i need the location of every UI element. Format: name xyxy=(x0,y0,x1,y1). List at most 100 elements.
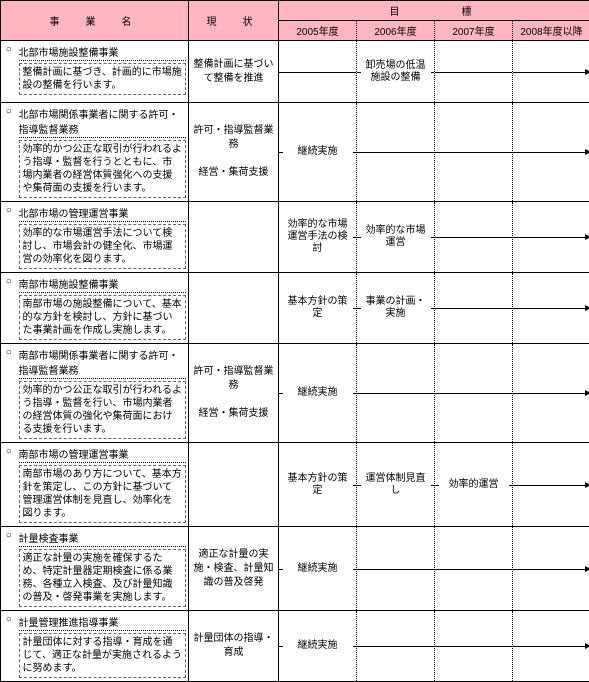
year-cell xyxy=(357,103,435,202)
arrow-label: 効率的な市場運営 xyxy=(361,224,431,250)
row-title: 南部市場関係事業者に関する許可・指導監督業務 xyxy=(19,347,187,379)
row-name-cell: 計量検査事業適正な計量の実施を確保するため、特定計量器定期検査に係る業務、各種立… xyxy=(17,527,189,611)
row-desc: 効率的かつ公正な取引が行われるよう指導・監督を行い、市場内業者の経営体質の強化や… xyxy=(19,381,187,439)
table-row: ○南部市場施設整備事業南部市場の施設整備について、基本的な方針を検討し、方針に基… xyxy=(1,273,589,344)
row-title: 北部市場の管理運営事業 xyxy=(19,205,187,222)
year-cell: 基本方針の策定 xyxy=(279,273,357,344)
year-cell xyxy=(435,611,513,682)
row-status: 適正な計量の実施・検査、計量知識の普及啓発 xyxy=(189,527,279,611)
table-row: ○北部市場の管理運営事業効率的な市場運営手法について検討し、市場会計の健全化、市… xyxy=(1,202,589,273)
year-cell xyxy=(357,527,435,611)
row-status: 整備計画に基づいて整備を推進 xyxy=(189,41,279,103)
table-row: ○北部市場施設整備事業整備計画に基づき、計画的に市場施設の整備を行います。整備計… xyxy=(1,41,589,103)
year-cell: 継続実施 xyxy=(279,527,357,611)
arrow-label: 基本方針の策定 xyxy=(283,472,353,498)
row-marker: ○ xyxy=(1,443,17,527)
row-status: 許可・指導監督業務 経営・集荷支援 xyxy=(189,103,279,202)
arrow-label: 効率的運営 xyxy=(439,478,509,492)
row-marker: ○ xyxy=(1,103,17,202)
table-row: ○北部市場関係事業者に関する許可・指導監督業務効率的かつ公正な取引が行われるよう… xyxy=(1,103,589,202)
row-name-cell: 南部市場関係事業者に関する許可・指導監督業務効率的かつ公正な取引が行われるよう指… xyxy=(17,344,189,443)
arrow-label: 継続実施 xyxy=(283,562,353,576)
row-name-cell: 計量管理推進指導事業計量団体に対する指導・育成を通じて、適正な計量が実施されるよ… xyxy=(17,611,189,682)
year-cell: 効率的運営 xyxy=(435,443,513,527)
header-name: 事 業 名 xyxy=(1,1,189,41)
arrow-label: 事業の計画・実施 xyxy=(361,295,431,321)
row-desc: 効率的かつ公正な取引が行われるよう指導・監督を行うとともに、市場内業者の経営体質… xyxy=(19,140,187,198)
table-row: ○計量検査事業適正な計量の実施を確保するため、特定計量器定期検査に係る業務、各種… xyxy=(1,527,589,611)
year-cell xyxy=(435,41,513,103)
row-marker: ○ xyxy=(1,273,17,344)
row-marker: ○ xyxy=(1,527,17,611)
row-marker: ○ xyxy=(1,611,17,682)
arrow-label: 運営体制見直し xyxy=(361,472,431,498)
row-title: 北部市場施設整備事業 xyxy=(19,44,187,61)
plan-table: 事 業 名 現 状 目 標 2005年度 2006年度 2007年度 2008年… xyxy=(0,0,589,682)
year-cell xyxy=(513,527,589,611)
year-cell xyxy=(513,202,589,273)
row-desc: 効率的な市場運営手法について検討し、市場会計の健全化、市場運営の効率化を図ります… xyxy=(19,224,187,269)
row-title: 南部市場施設整備事業 xyxy=(19,276,187,293)
year-cell xyxy=(513,443,589,527)
header-year-1: 2006年度 xyxy=(357,21,435,41)
year-cell: 継続実施 xyxy=(279,344,357,443)
year-cell xyxy=(435,103,513,202)
row-marker: ○ xyxy=(1,41,17,103)
year-cell xyxy=(279,41,357,103)
header-year-3: 2008年度以降 xyxy=(513,21,589,41)
table-row: ○計量管理推進指導事業計量団体に対する指導・育成を通じて、適正な計量が実施される… xyxy=(1,611,589,682)
arrow-label: 卸売場の低温施設の整備 xyxy=(361,59,431,85)
row-title: 計量管理推進指導事業 xyxy=(19,614,187,631)
row-status xyxy=(189,273,279,344)
year-cell xyxy=(435,527,513,611)
year-cell xyxy=(513,611,589,682)
header-year-0: 2005年度 xyxy=(279,21,357,41)
year-cell xyxy=(435,202,513,273)
year-cell xyxy=(513,103,589,202)
year-cell xyxy=(357,611,435,682)
year-cell xyxy=(513,41,589,103)
table-body: ○北部市場施設整備事業整備計画に基づき、計画的に市場施設の整備を行います。整備計… xyxy=(1,41,589,682)
row-title: 北部市場関係事業者に関する許可・指導監督業務 xyxy=(19,106,187,138)
year-cell xyxy=(513,344,589,443)
arrow-label: 継続実施 xyxy=(283,639,353,653)
header-status: 現 状 xyxy=(189,1,279,41)
row-marker: ○ xyxy=(1,202,17,273)
row-desc: 南部市場の施設整備について、基本的な方針を検討し、方針に基づいた事業計画を作成し… xyxy=(19,295,187,340)
row-status: 許可・指導監督業務 経営・集荷支援 xyxy=(189,344,279,443)
year-cell: 卸売場の低温施設の整備 xyxy=(357,41,435,103)
arrow-label: 継続実施 xyxy=(283,145,353,159)
arrow-label: 基本方針の策定 xyxy=(283,295,353,321)
year-cell: 事業の計画・実施 xyxy=(357,273,435,344)
year-cell: 効率的な市場運営 xyxy=(357,202,435,273)
header-target: 目 標 xyxy=(279,1,589,21)
year-cell: 基本方針の策定 xyxy=(279,443,357,527)
row-marker: ○ xyxy=(1,344,17,443)
year-cell: 継続実施 xyxy=(279,611,357,682)
row-desc: 計量団体に対する指導・育成を通じて、適正な計量が実施されるように努めます。 xyxy=(19,633,187,678)
year-cell: 継続実施 xyxy=(279,103,357,202)
row-name-cell: 北部市場の管理運営事業効率的な市場運営手法について検討し、市場会計の健全化、市場… xyxy=(17,202,189,273)
row-desc: 適正な計量の実施を確保するため、特定計量器定期検査に係る業務、各種立入検査、及び… xyxy=(19,549,187,607)
table-row: ○南部市場関係事業者に関する許可・指導監督業務効率的かつ公正な取引が行われるよう… xyxy=(1,344,589,443)
header-year-2: 2007年度 xyxy=(435,21,513,41)
row-title: 南部市場の管理運営事業 xyxy=(19,446,187,463)
year-cell: 効率的な市場運営手法の検討 xyxy=(279,202,357,273)
table-header: 事 業 名 現 状 目 標 2005年度 2006年度 2007年度 2008年… xyxy=(1,1,589,41)
row-name-cell: 北部市場施設整備事業整備計画に基づき、計画的に市場施設の整備を行います。 xyxy=(17,41,189,103)
row-name-cell: 南部市場の管理運営事業南部市場のあり方について、基本方針を策定し、この方針に基づ… xyxy=(17,443,189,527)
row-name-cell: 南部市場施設整備事業南部市場の施設整備について、基本的な方針を検討し、方針に基づ… xyxy=(17,273,189,344)
row-status xyxy=(189,443,279,527)
row-name-cell: 北部市場関係事業者に関する許可・指導監督業務効率的かつ公正な取引が行われるよう指… xyxy=(17,103,189,202)
year-cell xyxy=(435,344,513,443)
row-desc: 整備計画に基づき、計画的に市場施設の整備を行います。 xyxy=(19,63,187,95)
arrow-label: 継続実施 xyxy=(283,386,353,400)
year-cell xyxy=(435,273,513,344)
row-desc: 南部市場のあり方について、基本方針を策定し、この方針に基づいて管理運営体制を見直… xyxy=(19,465,187,523)
year-cell: 運営体制見直し xyxy=(357,443,435,527)
row-status: 計量団体の指導・育成 xyxy=(189,611,279,682)
table-row: ○南部市場の管理運営事業南部市場のあり方について、基本方針を策定し、この方針に基… xyxy=(1,443,589,527)
row-title: 計量検査事業 xyxy=(19,530,187,547)
year-cell xyxy=(357,344,435,443)
row-status xyxy=(189,202,279,273)
